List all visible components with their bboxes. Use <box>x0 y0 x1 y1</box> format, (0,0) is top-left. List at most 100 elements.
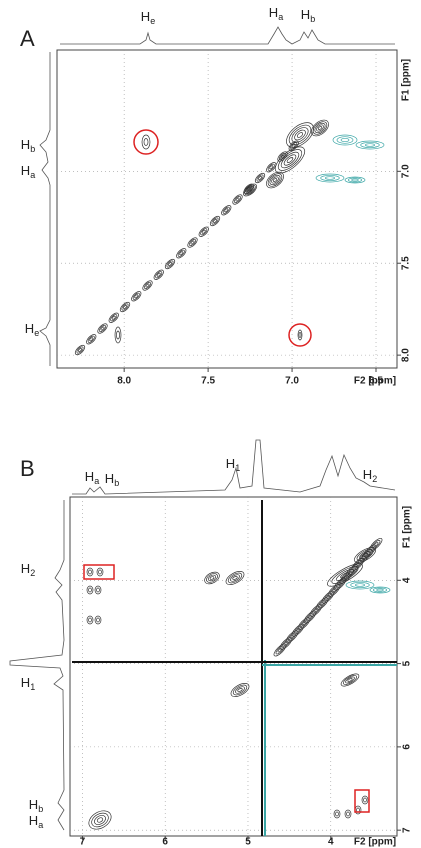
peak-label: H2 <box>363 467 377 484</box>
contour <box>201 229 206 234</box>
contour <box>290 142 298 150</box>
contour <box>198 226 209 237</box>
contour <box>312 121 328 135</box>
contour <box>206 573 218 583</box>
peak-sub: b <box>114 478 119 488</box>
y-tick-label: 4 <box>402 577 413 583</box>
contour <box>342 675 358 685</box>
contour <box>204 571 220 585</box>
contour <box>243 183 257 197</box>
contour <box>288 124 312 146</box>
contour <box>153 269 164 280</box>
contour <box>87 335 95 343</box>
contour <box>98 569 102 575</box>
contour <box>235 686 245 694</box>
contour <box>372 587 388 593</box>
contour <box>335 811 339 817</box>
peak-base: H <box>301 7 310 22</box>
contour <box>86 585 94 595</box>
peak-base: H <box>29 813 38 828</box>
peak-base: H <box>85 469 94 484</box>
peak-label: Ha <box>29 813 43 830</box>
contour <box>333 809 341 819</box>
contour <box>145 283 150 288</box>
contour <box>244 184 256 196</box>
y-tick-label: 7.0 <box>401 164 412 178</box>
contour <box>111 315 116 320</box>
contour <box>286 157 294 163</box>
contour <box>321 590 335 604</box>
contour <box>317 126 323 130</box>
contour <box>258 176 262 180</box>
contour <box>272 178 278 182</box>
contour <box>303 610 317 624</box>
contour <box>340 673 360 687</box>
contour <box>134 294 139 299</box>
contour <box>116 330 120 340</box>
contour <box>108 312 119 323</box>
y-tick-label: 7.5 <box>401 256 412 270</box>
contour <box>283 641 289 646</box>
highlight <box>83 564 115 580</box>
contour <box>89 337 94 342</box>
contour <box>225 571 245 585</box>
contour <box>345 676 355 684</box>
contour <box>119 301 131 313</box>
contour <box>344 176 366 184</box>
contour <box>245 186 255 194</box>
peak-base: H <box>363 467 372 482</box>
contour <box>320 174 340 182</box>
contour <box>297 329 303 341</box>
contour <box>339 571 353 584</box>
x-tick-label: 7.5 <box>201 376 215 387</box>
peak-label: Hb <box>29 797 43 814</box>
contour <box>353 547 377 563</box>
contour <box>331 588 337 593</box>
contour <box>360 141 380 149</box>
spectrum <box>9 500 65 831</box>
peak-label: H1 <box>226 456 240 473</box>
contour <box>307 614 313 620</box>
peak-sub: 2 <box>372 474 377 484</box>
peak-base: H <box>29 797 38 812</box>
contour <box>78 348 82 352</box>
peak-sub: 1 <box>30 682 35 692</box>
contour <box>211 217 219 225</box>
contour <box>317 599 327 609</box>
peak-label: Hb <box>21 137 35 154</box>
contour <box>323 592 333 602</box>
frame <box>69 496 398 837</box>
contour <box>222 206 230 214</box>
peak-sub: b <box>30 144 35 154</box>
contour <box>100 326 105 331</box>
contour <box>314 122 326 134</box>
contour <box>94 585 102 595</box>
contour <box>246 187 254 193</box>
contour <box>309 604 323 617</box>
contour <box>98 324 107 333</box>
peak-sub: a <box>30 170 35 180</box>
x-tick-label: 8.0 <box>117 376 131 387</box>
contour <box>283 154 297 166</box>
peak-sub: a <box>38 820 43 830</box>
contour <box>289 634 295 640</box>
x-tick-label: 5 <box>245 837 251 848</box>
contour <box>354 805 362 815</box>
contour <box>351 178 359 182</box>
contour <box>230 574 240 582</box>
contour <box>337 581 343 587</box>
contour <box>188 238 197 247</box>
contour <box>267 173 283 187</box>
contour <box>291 127 309 143</box>
contour <box>327 563 363 587</box>
contour <box>327 584 341 597</box>
contour <box>367 548 373 554</box>
y-axis-title: F1 [ppm] <box>401 59 412 101</box>
contour <box>224 208 229 213</box>
peak-sub: 1 <box>235 463 240 473</box>
x-tick-label: 4 <box>328 837 334 848</box>
contour <box>344 809 352 819</box>
contour <box>187 237 198 248</box>
contour <box>363 797 367 803</box>
